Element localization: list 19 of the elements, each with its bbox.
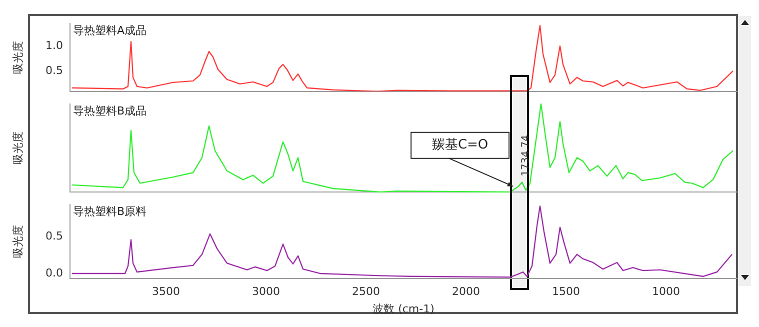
annotation: 1734.74 (520, 134, 532, 176)
y-tick-label: 0.5 (46, 230, 63, 243)
y-axis-title: 吸光度 (11, 132, 24, 164)
x-tick-label: 1500 (552, 285, 580, 298)
x-axis-title: 波数 (cm-1) (372, 302, 434, 316)
x-tick-label: 2500 (352, 285, 380, 298)
chart-title: 导热塑料B成品 (73, 104, 147, 118)
chart-title: 导热塑料A成品 (73, 24, 147, 37)
y-tick-label: 0.5 (46, 64, 63, 77)
annotation: 羰基C=O (432, 138, 488, 153)
chart-title: 导热塑料B原料 (73, 204, 147, 218)
y-tick-label: 1.0 (46, 38, 63, 52)
y-axis-title: 吸光度 (11, 225, 24, 258)
x-tick-label: 3500 (152, 285, 180, 298)
x-tick-label: 1000 (652, 285, 680, 298)
y-axis-title: 吸光度 (11, 41, 24, 74)
x-tick-label: 3000 (252, 285, 280, 298)
y-tick-label: 0.0 (46, 266, 63, 280)
x-tick-label: 2000 (452, 285, 480, 298)
